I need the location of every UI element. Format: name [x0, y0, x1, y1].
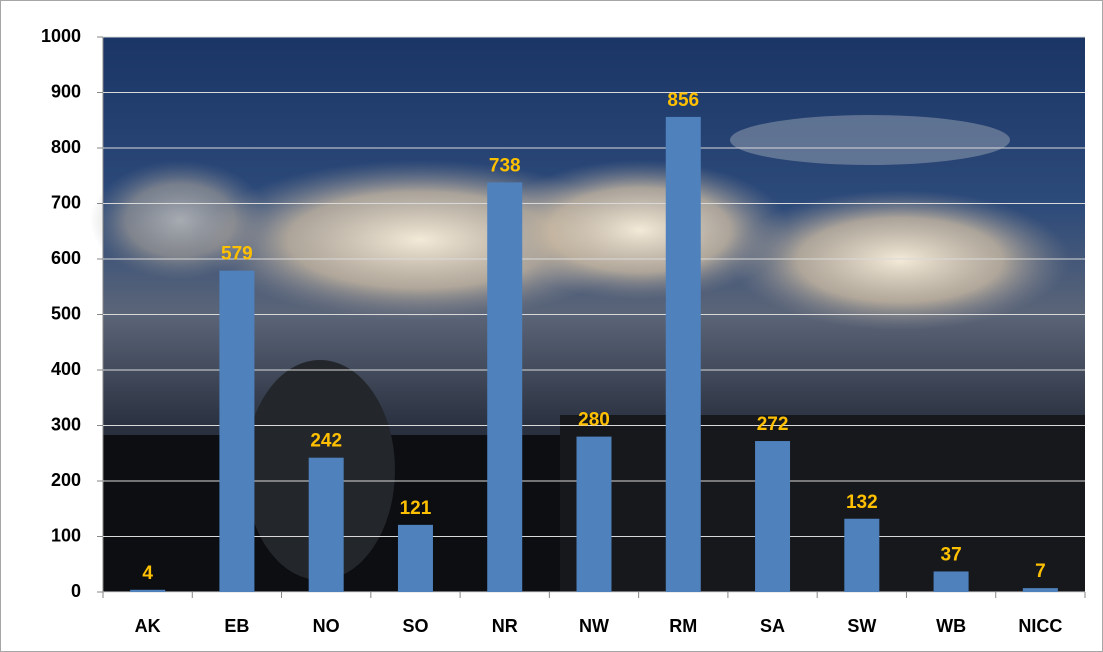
bar	[933, 571, 969, 592]
y-tick-label: 1000	[41, 26, 81, 46]
value-label: 280	[578, 410, 610, 431]
y-tick-label: 300	[51, 414, 81, 434]
y-tick-label: 500	[51, 303, 81, 323]
value-label: 738	[489, 155, 521, 176]
value-label: 272	[757, 414, 789, 435]
x-tick-label: SW	[847, 616, 876, 636]
y-tick-label: 900	[51, 81, 81, 101]
y-tick-label: 100	[51, 525, 81, 545]
bar	[130, 589, 166, 592]
y-tick-label: 800	[51, 137, 81, 157]
bar	[665, 116, 701, 593]
x-tick-label: NO	[313, 616, 340, 636]
x-tick-label: RM	[669, 616, 697, 636]
y-tick-label: 700	[51, 192, 81, 212]
x-tick-label: AK	[135, 616, 161, 636]
value-label: 132	[846, 492, 878, 513]
x-tick-label: NICC	[1018, 616, 1062, 636]
value-label: 37	[941, 544, 962, 565]
value-label: 579	[221, 244, 253, 265]
x-tick-label: SA	[760, 616, 785, 636]
bar	[397, 524, 433, 592]
value-label: 121	[400, 498, 432, 519]
y-tick-label: 200	[51, 470, 81, 490]
value-label: 242	[310, 431, 342, 452]
value-label: 856	[667, 90, 699, 111]
bar	[487, 182, 523, 592]
y-tick-label: 600	[51, 248, 81, 268]
x-tick-label: SO	[402, 616, 428, 636]
value-label: 7	[1035, 561, 1046, 582]
x-tick-label: EB	[224, 616, 249, 636]
bar	[219, 270, 255, 592]
x-tick-label: NR	[492, 616, 518, 636]
x-tick-label: WB	[936, 616, 966, 636]
x-tick-label: NW	[579, 616, 609, 636]
value-label: 4	[142, 563, 153, 584]
y-tick-label: 0	[71, 581, 81, 601]
bar	[755, 441, 791, 592]
y-tick-label: 400	[51, 359, 81, 379]
bar	[576, 436, 612, 592]
bar	[844, 518, 880, 592]
bar	[308, 457, 344, 592]
bar	[1022, 588, 1058, 592]
